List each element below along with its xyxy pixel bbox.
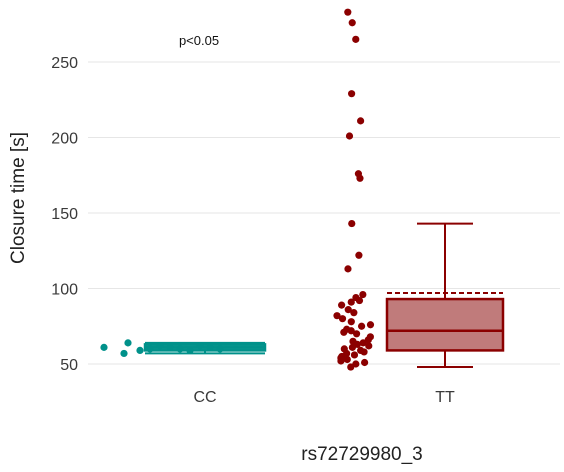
data-point-tt xyxy=(338,301,346,309)
data-point-tt xyxy=(344,306,352,314)
data-point-tt xyxy=(333,312,341,320)
data-point-tt xyxy=(360,348,368,356)
data-point-cc xyxy=(156,342,164,350)
data-point-cc xyxy=(196,342,204,350)
data-point-tt xyxy=(344,8,352,16)
data-point-tt xyxy=(356,174,364,182)
y-tick-label: 50 xyxy=(60,357,78,374)
data-point-tt xyxy=(345,132,354,140)
y-tick-label: 250 xyxy=(51,55,78,72)
data-point-tt xyxy=(348,90,356,98)
data-point-cc xyxy=(176,345,184,353)
data-point-tt xyxy=(337,357,345,365)
y-axis-title: Closure time [s] xyxy=(8,132,29,264)
data-point-cc xyxy=(146,345,154,353)
data-point-tt xyxy=(338,315,347,323)
data-point-tt xyxy=(359,290,367,299)
p-value-annotation: p<0.05 xyxy=(179,33,219,48)
data-point-tt xyxy=(355,251,363,259)
y-tick-label: 200 xyxy=(51,131,78,148)
data-point-tt xyxy=(348,219,356,228)
data-point-tt xyxy=(357,117,365,125)
data-point-tt xyxy=(347,327,355,335)
data-point-cc xyxy=(100,343,108,351)
box-tt xyxy=(385,297,505,352)
data-point-tt xyxy=(347,298,355,306)
jitter-points xyxy=(100,8,375,371)
data-point-tt xyxy=(355,296,364,305)
data-point-cc xyxy=(120,349,128,358)
data-point-tt xyxy=(357,322,366,330)
data-point-tt xyxy=(352,35,360,43)
box-series xyxy=(143,222,505,369)
data-point-tt xyxy=(365,342,373,350)
data-point-tt xyxy=(343,355,351,364)
data-point-cc xyxy=(136,346,144,355)
gridlines xyxy=(88,61,560,365)
data-point-tt xyxy=(359,339,367,347)
data-point-cc xyxy=(166,343,174,351)
data-point-tt xyxy=(366,321,375,329)
data-point-tt xyxy=(348,343,357,351)
data-point-tt xyxy=(350,351,359,359)
data-point-tt xyxy=(348,19,356,27)
y-tick-label: 150 xyxy=(51,206,78,223)
data-point-tt xyxy=(340,328,348,336)
data-point-cc xyxy=(216,345,224,353)
data-point-tt xyxy=(347,363,355,371)
data-point-cc xyxy=(206,343,214,351)
data-point-tt xyxy=(350,309,358,317)
data-point-tt xyxy=(344,265,352,273)
x-tick-labels: CC TT xyxy=(193,389,455,406)
data-point-tt xyxy=(361,358,369,367)
data-point-cc xyxy=(124,339,132,347)
data-point-tt xyxy=(352,330,361,338)
x-tick-label-tt: TT xyxy=(435,389,455,406)
data-point-tt xyxy=(347,318,355,326)
data-point-cc xyxy=(186,346,194,355)
x-tick-label-cc: CC xyxy=(193,389,216,406)
y-tick-labels: 50 100 150 200 250 xyxy=(51,55,78,374)
x-axis-title: rs72729980_3 xyxy=(301,444,423,465)
y-tick-label: 100 xyxy=(51,282,78,299)
